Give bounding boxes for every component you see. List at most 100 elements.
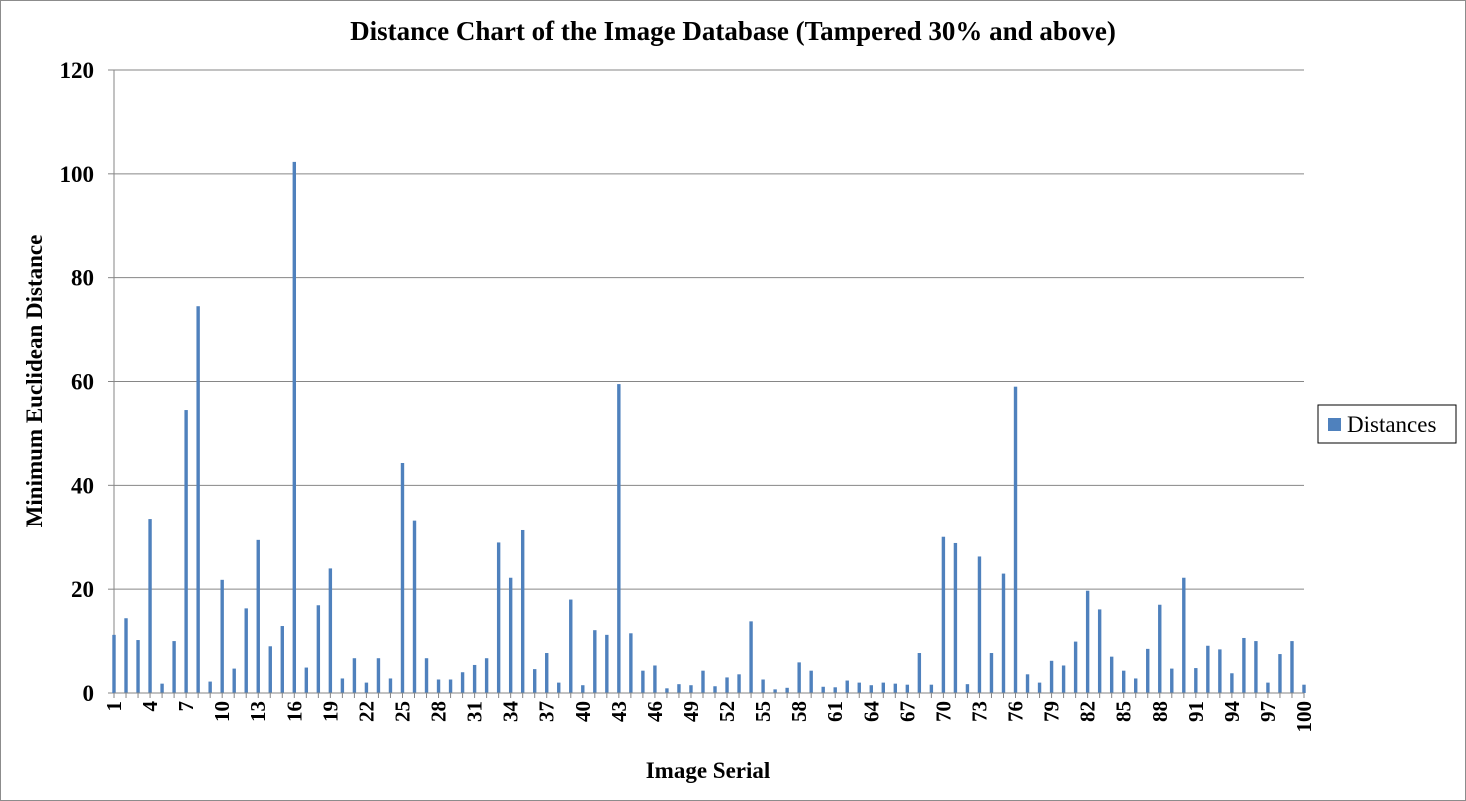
x-axis: 1 4 7 10 13 16 19 22 25 28 31 34 37 40 43 46 49 52 55 58 61 6…	[102, 692, 1316, 733]
bar	[881, 682, 885, 693]
bar	[905, 684, 910, 693]
gridlines	[114, 69, 1304, 590]
bar	[1049, 660, 1054, 693]
x-tick-label: 85	[1112, 701, 1136, 722]
bar	[1001, 573, 1006, 693]
bar	[545, 653, 549, 693]
bar	[641, 670, 645, 693]
bar	[725, 677, 729, 693]
bar	[1085, 590, 1090, 693]
bar	[1182, 577, 1186, 693]
y-tick-label: 0	[83, 681, 95, 706]
bar	[533, 669, 537, 693]
x-tick-label: 64	[859, 701, 883, 723]
x-tick-label: 91	[1184, 701, 1208, 722]
bar	[1146, 648, 1150, 693]
x-tick-label: 10	[210, 701, 234, 722]
bar	[665, 688, 669, 693]
bar	[893, 683, 898, 693]
bar	[196, 306, 200, 693]
bar	[1254, 641, 1258, 693]
bar	[400, 463, 405, 693]
bar	[977, 556, 982, 693]
bar	[581, 685, 585, 693]
bar	[208, 681, 212, 693]
bar	[593, 630, 597, 693]
bar	[689, 685, 693, 693]
bar	[929, 684, 934, 693]
x-tick-label: 79	[1040, 701, 1064, 722]
bar	[713, 686, 717, 693]
bar	[148, 519, 152, 693]
x-tick-label: 76	[1004, 701, 1028, 722]
x-tick-label: 22	[354, 701, 378, 722]
bar	[809, 670, 813, 693]
bar	[424, 658, 429, 693]
bar	[869, 685, 873, 693]
bar	[1290, 641, 1294, 693]
x-tick-label: 52	[715, 701, 739, 722]
bar	[989, 653, 994, 693]
bar	[773, 689, 777, 693]
bar	[1061, 665, 1066, 693]
x-tick-label: 94	[1220, 701, 1244, 723]
bar	[124, 618, 128, 693]
bar	[1013, 386, 1018, 693]
bar	[256, 539, 260, 693]
x-tick-label: 28	[427, 701, 451, 722]
x-tick-label: 43	[607, 701, 631, 722]
bar	[1242, 637, 1246, 693]
legend-label: Distances	[1347, 412, 1436, 437]
bar	[941, 536, 946, 693]
bar	[1158, 604, 1162, 693]
x-tick-label: 16	[282, 701, 306, 722]
y-axis: 0 20 40 60 80 100 120	[60, 58, 115, 706]
bar	[244, 608, 248, 693]
bar	[508, 577, 513, 693]
bar	[833, 687, 837, 693]
y-axis-title: Minimum Euclidean Distance	[22, 235, 47, 528]
bar	[629, 633, 633, 693]
bar	[797, 662, 801, 693]
bar	[1278, 654, 1282, 693]
x-tick-label: 55	[751, 701, 775, 722]
x-tick-label: 46	[643, 701, 667, 722]
bar	[761, 679, 765, 693]
bar	[436, 679, 441, 693]
bar	[304, 667, 309, 693]
bar	[821, 686, 825, 693]
bar	[1097, 609, 1102, 693]
y-tick-label: 100	[60, 162, 95, 187]
bar	[484, 658, 489, 693]
legend: Distances	[1317, 404, 1457, 444]
bars	[112, 161, 1306, 693]
x-tick-label: 67	[895, 701, 919, 722]
y-tick-label: 40	[71, 473, 94, 498]
bar	[460, 672, 465, 693]
bar	[1025, 674, 1030, 693]
bar	[472, 664, 477, 693]
bar	[965, 684, 970, 693]
bar	[112, 634, 116, 693]
bar	[1134, 678, 1138, 693]
bar	[280, 626, 284, 693]
bar	[701, 670, 705, 693]
bar	[340, 678, 345, 693]
x-tick-label: 19	[318, 701, 342, 722]
bar	[569, 599, 573, 693]
bar	[1121, 670, 1126, 693]
x-tick-label: 49	[679, 701, 703, 722]
x-tick-label: 73	[967, 701, 991, 722]
bar	[653, 665, 657, 693]
bar	[1230, 673, 1234, 693]
bar	[785, 687, 789, 693]
bar	[1206, 645, 1210, 693]
bar	[917, 653, 922, 693]
bar	[448, 679, 453, 693]
bar	[1073, 641, 1078, 693]
bar	[496, 542, 501, 693]
x-tick-label: 61	[823, 701, 847, 722]
y-tick-label: 120	[60, 58, 95, 83]
